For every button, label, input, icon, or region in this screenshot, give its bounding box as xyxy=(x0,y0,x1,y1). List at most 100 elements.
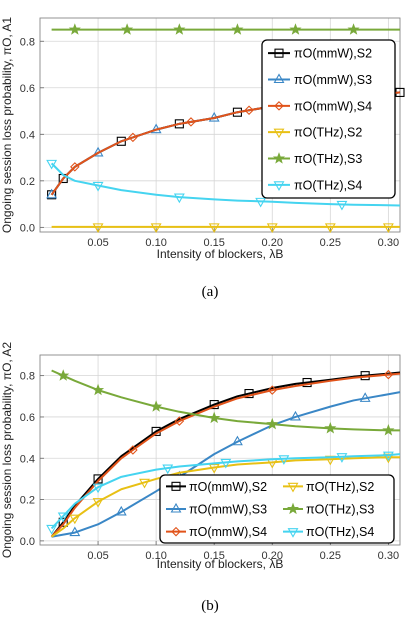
chart-a: 0.05 0.10 0.15 0.20 0.25 0.30 0.0 0.2 0.4 0.6 0.8 π… xyxy=(0,17,405,300)
y-tick-label: 0.6 xyxy=(20,412,35,424)
legend-marker xyxy=(287,482,299,493)
data-point-marker xyxy=(69,514,81,525)
data-point-marker xyxy=(57,369,70,381)
data-point-marker xyxy=(93,474,103,484)
data-point-marker xyxy=(290,410,301,421)
data-point-marker xyxy=(347,23,360,35)
legend-marker xyxy=(274,101,284,111)
x-tick-label: 0.25 xyxy=(320,237,341,249)
legend-marker xyxy=(273,128,285,139)
data-point-marker xyxy=(208,411,221,424)
data-point-marker xyxy=(186,117,196,127)
data-point-marker xyxy=(92,181,104,192)
data-point-marker xyxy=(278,455,290,465)
legend-label: πO(mmW),S4 xyxy=(189,525,267,539)
legend-marker xyxy=(272,152,286,164)
series-line xyxy=(50,371,401,538)
series-line xyxy=(50,162,401,207)
series-line xyxy=(51,391,401,538)
legend-label: πO(THz),S2 xyxy=(294,126,362,140)
data-point-marker xyxy=(266,223,278,234)
legend-label: πO(THz),S3 xyxy=(294,152,362,166)
legend-box xyxy=(261,39,396,199)
x-axis-label: Intensity of blockers, λB xyxy=(157,557,284,571)
data-point-marker xyxy=(58,517,68,527)
data-point-marker xyxy=(289,23,302,35)
chart-b: 0.05 0.10 0.15 0.20 0.25 0.30 0.0 0.2 0.4 0.6 0.8 π… xyxy=(0,342,401,614)
legend-box xyxy=(159,474,395,544)
data-point-marker xyxy=(173,23,186,35)
data-point-marker xyxy=(244,105,254,116)
data-point-marker xyxy=(92,483,104,494)
legend-label: πO(THz),S2 xyxy=(306,480,374,494)
x-tick-label: 0.10 xyxy=(145,237,166,249)
data-point-marker xyxy=(208,464,220,474)
y-tick-label: 0.2 xyxy=(20,176,35,188)
data-point-marker xyxy=(150,223,162,234)
data-point-marker xyxy=(70,162,80,172)
data-point-marker xyxy=(68,23,81,35)
x-tick-label: 0.15 xyxy=(203,237,224,249)
data-point-marker xyxy=(46,188,58,199)
x-tick-label: 0.05 xyxy=(87,550,108,562)
x-tick-label: 0.20 xyxy=(262,237,283,249)
data-point-marker xyxy=(128,132,138,143)
series-3 xyxy=(51,223,400,234)
data-point-marker xyxy=(46,159,58,170)
figure-caption: (a) xyxy=(202,284,219,300)
legend-label: πO(mmW),S4 xyxy=(294,99,372,113)
data-point-marker xyxy=(208,223,220,234)
x-tick-label: 0.15 xyxy=(203,550,224,562)
data-point-marker xyxy=(383,369,394,380)
data-point-marker xyxy=(92,223,104,234)
x-tick-label: 0.20 xyxy=(262,550,283,562)
legend-label: πO(mmW),S2 xyxy=(294,47,372,61)
data-point-marker xyxy=(231,435,243,446)
data-point-marker xyxy=(121,23,134,35)
data-point-marker xyxy=(255,197,267,208)
data-point-marker xyxy=(244,389,254,399)
legend-label: πO(THz),S4 xyxy=(306,525,374,539)
legend-label: πO(mmW),S3 xyxy=(294,73,372,87)
y-tick-label: 0.8 xyxy=(20,371,35,383)
series-line xyxy=(50,453,401,530)
plot-frame xyxy=(39,17,401,233)
data-point-marker xyxy=(115,505,127,516)
data-point-marker xyxy=(116,136,126,146)
x-tick-label: 0.30 xyxy=(378,237,399,249)
data-point-marker xyxy=(324,421,337,434)
series-3 xyxy=(51,453,400,538)
y-tick-label: 0.0 xyxy=(20,536,35,548)
x-axis-label: Intensity of blockers, λB xyxy=(157,247,284,261)
legend-marker xyxy=(274,48,284,58)
y-tick-label: 0.8 xyxy=(20,36,35,48)
y-axis-label: Ongoing session loss probability, πO, A2 xyxy=(0,342,14,558)
x-tick-label: 0.25 xyxy=(320,550,341,562)
data-point-marker xyxy=(46,524,58,535)
legend-label: πO(mmW),S3 xyxy=(189,503,267,517)
legend-marker xyxy=(287,528,299,538)
data-point-marker xyxy=(382,424,395,436)
data-point-marker xyxy=(173,193,185,204)
legend-label: πO(THz),S4 xyxy=(294,178,362,192)
legend-marker xyxy=(170,502,182,513)
data-point-marker xyxy=(69,526,81,537)
data-point-marker xyxy=(336,200,348,211)
data-point-marker xyxy=(359,392,371,402)
series-4 xyxy=(51,23,400,35)
plot-frame xyxy=(39,354,401,546)
series-line xyxy=(51,456,400,538)
data-point-marker xyxy=(302,377,312,388)
y-tick-label: 0.2 xyxy=(20,495,35,507)
data-point-marker xyxy=(267,385,278,395)
y-tick-label: 0.4 xyxy=(20,453,35,465)
legend-marker xyxy=(273,73,285,84)
series-5 xyxy=(46,451,401,535)
series-4 xyxy=(51,369,400,436)
y-tick-label: 0.6 xyxy=(20,83,35,95)
data-point-marker xyxy=(139,478,150,489)
y-tick-label: 0.0 xyxy=(20,222,35,234)
x-tick-label: 0.05 xyxy=(87,237,108,249)
legend-label: πO(THz),S3 xyxy=(306,503,374,517)
